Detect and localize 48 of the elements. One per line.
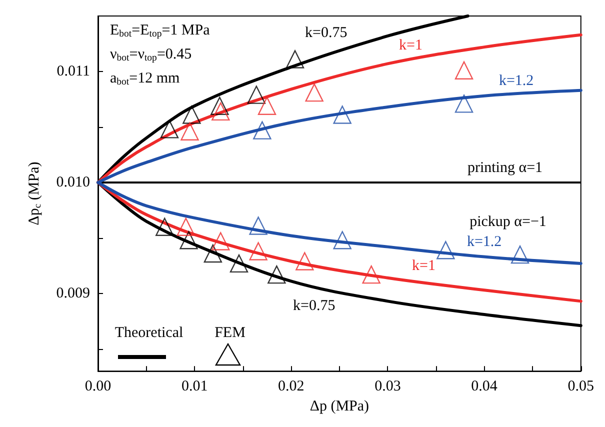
annotation: FEM: [214, 325, 246, 341]
point: [247, 86, 266, 104]
point: [180, 231, 198, 250]
x-tick-label: 0.01: [181, 378, 208, 395]
point: [212, 102, 230, 121]
point: [230, 254, 248, 273]
point: [454, 94, 474, 113]
series-label: k=1: [398, 38, 422, 54]
y-tick-label: 0.011: [56, 63, 90, 80]
series-label: k=1.2: [466, 234, 502, 250]
annotation: printing α=1: [467, 160, 543, 176]
point: [510, 245, 530, 264]
point: [249, 216, 268, 235]
series-label: k=1.2: [498, 72, 534, 89]
point: [176, 218, 195, 236]
annotation: pickup α=−1: [470, 214, 546, 230]
point: [454, 61, 474, 80]
y-tick-label: 0.009: [56, 285, 90, 302]
series-label: k=0.75: [305, 25, 348, 42]
x-tick-label: 0.05: [568, 378, 594, 395]
point: [296, 252, 314, 270]
annotation: Theoretical: [114, 325, 184, 341]
point: [249, 242, 268, 260]
point: [253, 121, 272, 140]
point: [362, 265, 380, 284]
series-label: k=0.75: [293, 298, 336, 314]
x-tick-label: 0.04: [471, 378, 498, 395]
point: [305, 83, 324, 102]
point: [333, 231, 352, 250]
point: [212, 232, 230, 250]
point: [210, 96, 229, 115]
x-axis-title: Δp (MPa): [310, 398, 370, 414]
point: [286, 50, 304, 68]
y-axis-title: Δpc (MPa): [26, 162, 44, 226]
point: [204, 244, 222, 263]
x-tick-label: 0.02: [278, 378, 304, 395]
point: [258, 96, 276, 115]
point: [160, 120, 179, 138]
point: [180, 122, 199, 141]
point: [268, 265, 286, 284]
x-tick-label: 0.00: [84, 378, 112, 395]
x-tick-label: 0.03: [374, 378, 401, 395]
point: [436, 241, 455, 260]
series-label: k=1: [412, 258, 436, 274]
point: [182, 106, 201, 124]
point: [156, 218, 174, 236]
y-tick-label: 0.010: [56, 174, 90, 190]
point: [333, 106, 352, 124]
